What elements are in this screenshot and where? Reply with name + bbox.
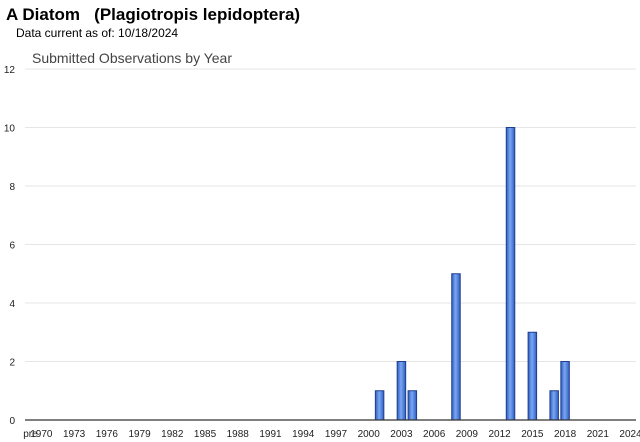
- x-tick-label: 2018: [554, 429, 577, 440]
- x-tick-label: 1994: [292, 429, 315, 440]
- bar-2004: [407, 390, 418, 421]
- x-tick-label: 2021: [587, 429, 610, 440]
- x-tick-label: 2006: [423, 429, 446, 440]
- x-tick-label: 1979: [128, 429, 151, 440]
- x-tick-label: 2015: [521, 429, 544, 440]
- x-tick-label: 2003: [390, 429, 413, 440]
- x-tick-label: 2024: [619, 429, 640, 440]
- chart-title: Submitted Observations by Year: [32, 50, 232, 66]
- x-tick-label: 1991: [259, 429, 282, 440]
- y-tick-label: 12: [4, 65, 16, 76]
- x-tick-label: 1970: [30, 429, 53, 440]
- y-tick-label: 4: [9, 299, 15, 310]
- species-title: A Diatom (Plagiotropis lepidoptera): [6, 5, 301, 24]
- x-tick-label: 1988: [227, 429, 250, 440]
- x-tick-label: 2000: [358, 429, 381, 440]
- bar-2018: [560, 361, 570, 421]
- x-tick-label: 2012: [488, 429, 511, 440]
- x-tick-label: 1976: [96, 429, 119, 440]
- x-tick-label: 1973: [63, 429, 86, 440]
- bar-2003: [396, 361, 407, 421]
- x-tick-label: 1997: [325, 429, 348, 440]
- y-tick-label: 0: [9, 416, 15, 427]
- x-tick-label: 1985: [194, 429, 217, 440]
- bar-2013: [505, 127, 516, 421]
- bar-2008: [451, 273, 461, 421]
- y-tick-label: 8: [9, 182, 15, 193]
- bar-2001: [374, 390, 385, 421]
- y-tick-label: 6: [9, 241, 15, 252]
- data-current-date: Data current as of: 10/18/2024: [16, 26, 179, 40]
- x-tick-label: pre: [23, 429, 38, 440]
- x-tick-label: 2009: [456, 429, 479, 440]
- y-tick-label: 2: [9, 358, 15, 369]
- bar-2017: [549, 390, 559, 421]
- y-tick-label: 10: [4, 124, 16, 135]
- bar-2015: [527, 331, 538, 421]
- x-tick-label: 1982: [161, 429, 184, 440]
